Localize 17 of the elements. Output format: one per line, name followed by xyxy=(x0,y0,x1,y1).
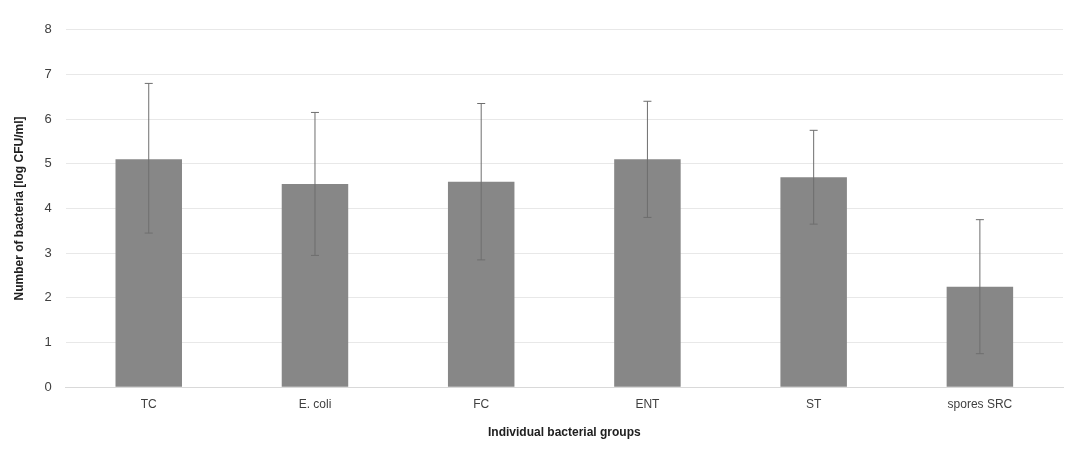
x-tick-label: FC xyxy=(473,396,490,411)
y-tick-label: 3 xyxy=(44,244,52,260)
y-tick-label: 5 xyxy=(44,155,52,171)
x-tick-label: ST xyxy=(805,396,822,411)
x-tick-label: spores SRC xyxy=(947,396,1013,411)
y-tick-label: 8 xyxy=(44,21,52,37)
y-tick-label: 4 xyxy=(44,200,52,216)
x-axis-title: Individual bacterial groups xyxy=(487,425,641,440)
y-axis-title: Number of bacteria [log CFU/ml] xyxy=(11,116,26,301)
x-tick-label: E. coli xyxy=(298,396,332,411)
y-tick-label: 2 xyxy=(44,289,52,305)
y-tick-label: 7 xyxy=(44,66,52,82)
x-tick-label: ENT xyxy=(635,396,661,411)
y-tick-label: 0 xyxy=(44,378,52,394)
y-tick-label: 1 xyxy=(44,334,52,350)
x-tick-label: TC xyxy=(140,396,158,411)
y-tick-label: 6 xyxy=(44,110,52,126)
